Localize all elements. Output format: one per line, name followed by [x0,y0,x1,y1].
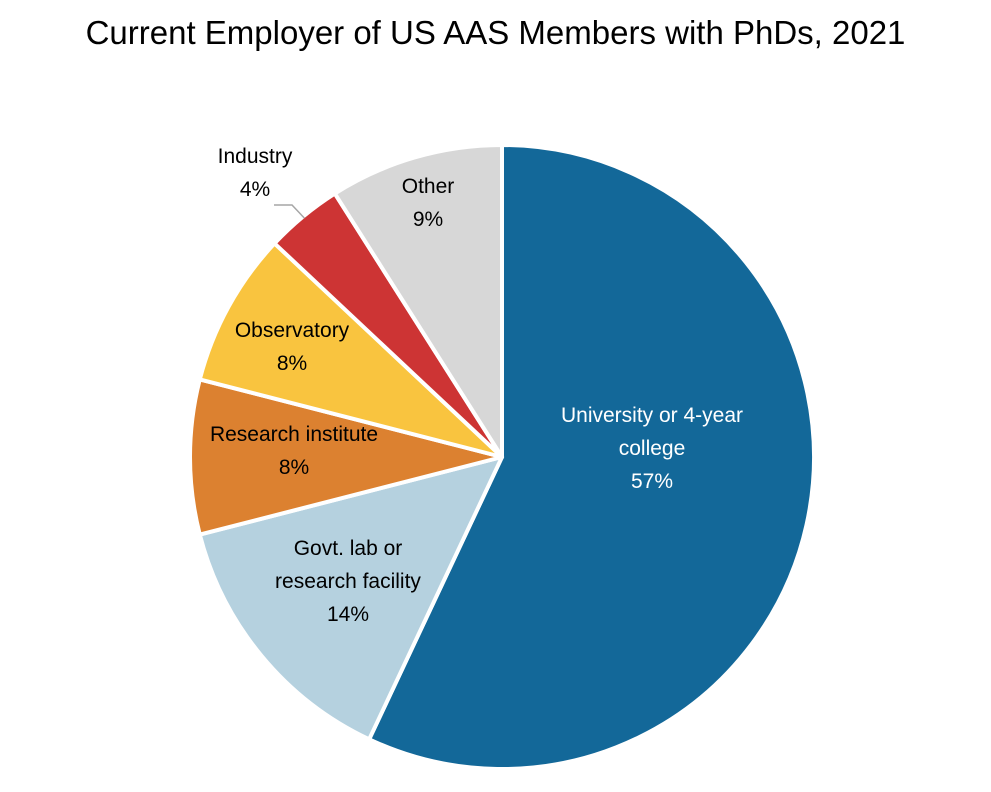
slice-labels: University or 4-year college 57% Govt. lab … [210,145,743,626]
slice-category-label: Other [402,175,455,198]
slice-value-label: 4% [240,178,270,201]
slice-value-label: 9% [413,208,443,231]
slice-category-label: Research institute [210,423,378,446]
slice-category-label: research facility [275,570,421,593]
leader-line-industry [274,204,305,219]
slice-category-label: college [619,437,686,460]
slice-category-label: Observatory [235,319,350,342]
slice-value-label: 57% [631,470,673,493]
pie-slice-university-or-4-year-college [367,143,816,771]
slice-label-other: Other 9% [402,175,455,231]
pie-slice-observatory [197,241,504,459]
slice-category-label: Industry [218,145,293,168]
slice-value-label: 8% [279,456,309,479]
slice-value-label: 14% [327,603,369,626]
slice-label-govt-lab-or-research-facility: Govt. lab or research facility 14% [275,537,421,626]
pie-slices [188,143,816,771]
slice-label-industry: Industry 4% [218,145,293,201]
leader-lines [274,204,305,219]
pie-slice-research-institute [188,377,504,537]
slice-value-label: 8% [277,352,307,375]
pie-slice-other [332,143,504,459]
pie-slice-govt-lab-or-research-facility [197,455,504,742]
slice-category-label: Govt. lab or [294,537,403,560]
slice-category-label: University or 4-year [561,404,743,427]
slice-label-observatory: Observatory 8% [235,319,350,375]
chart-title: Current Employer of US AAS Members with … [85,14,906,51]
slice-label-university-or-4-year-college: University or 4-year college 57% [561,404,743,493]
slice-label-research-institute: Research institute 8% [210,423,378,479]
